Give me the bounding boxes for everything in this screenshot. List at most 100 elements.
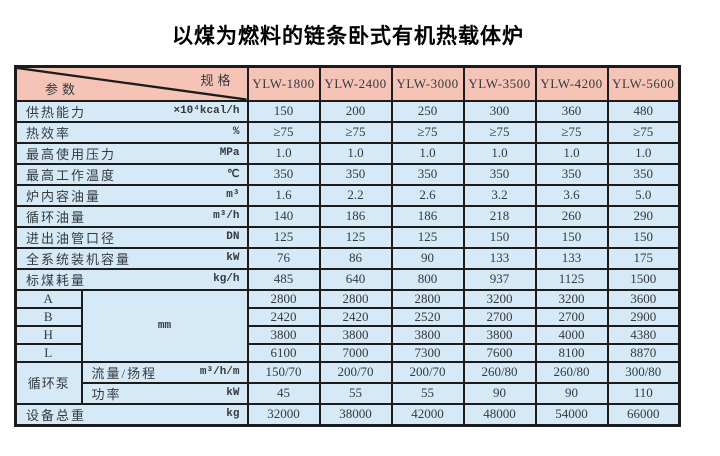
dim-label: H xyxy=(14,324,83,345)
cell-value: 260 xyxy=(534,204,609,228)
cell-value: 7300 xyxy=(390,342,465,363)
cell-value: 640 xyxy=(318,267,393,291)
row-unit: ×10⁴kcal/h xyxy=(173,105,240,117)
cell-value: 1.0 xyxy=(390,141,465,165)
cell-value: 150 xyxy=(246,99,321,123)
row-label-cell: 全系统装机容量 kW xyxy=(14,246,249,270)
cell-value: 8870 xyxy=(606,342,681,363)
cell-value: ≥75 xyxy=(606,120,681,144)
cell-value: 42000 xyxy=(390,402,465,426)
cell-value: 350 xyxy=(606,162,681,186)
cell-value: 90 xyxy=(390,246,465,270)
cell-value: 1.0 xyxy=(534,141,609,165)
row-unit: kW xyxy=(226,387,240,399)
cell-value: ≥75 xyxy=(318,120,393,144)
row-unit: DN xyxy=(226,231,240,243)
row-unit: kg/h xyxy=(213,273,240,285)
cell-value: 1.6 xyxy=(246,183,321,207)
table-row-thermal-efficiency: 热效率 % ≥75 ≥75 ≥75 ≥75 ≥75 ≥75 xyxy=(14,120,681,144)
page-title: 以煤为燃料的链条卧式有机热载体炉 xyxy=(172,25,524,48)
corner-cell: 规格 参数 xyxy=(14,65,249,102)
cell-value: 8100 xyxy=(534,342,609,363)
cell-value: 480 xyxy=(606,99,681,123)
cell-value: ≥75 xyxy=(462,120,537,144)
table-row-heating-capacity: 供热能力 ×10⁴kcal/h 150 200 250 300 360 480 xyxy=(14,99,681,123)
cell-value: 125 xyxy=(246,225,321,249)
dim-label: L xyxy=(14,342,83,363)
row-label-cell: 热效率 % xyxy=(14,120,249,144)
row-unit: m³ xyxy=(226,189,240,201)
cell-value: 55 xyxy=(318,381,393,405)
cell-value: 360 xyxy=(534,99,609,123)
cell-value: 186 xyxy=(318,204,393,228)
row-unit: m³/h/m xyxy=(199,366,240,378)
cell-value: 150 xyxy=(462,225,537,249)
row-label: 炉内容油量 xyxy=(26,188,102,204)
table-row-max-temperature: 最高工作温度 ℃ 350 350 350 350 350 350 xyxy=(14,162,681,186)
column-header: YLW-3000 xyxy=(390,65,465,102)
cell-value: 7600 xyxy=(462,342,537,363)
row-label-cell: 最高使用压力 MPa xyxy=(14,141,249,165)
cell-value: 3200 xyxy=(462,288,537,309)
table-row-pipe-diameter: 进出油管口径 DN 125 125 125 150 150 150 xyxy=(14,225,681,249)
cell-value: 1125 xyxy=(534,267,609,291)
row-label: 热效率 xyxy=(26,125,72,141)
row-label-cell: 流量/扬程 m³/h/m xyxy=(80,360,249,384)
cell-value: 125 xyxy=(390,225,465,249)
dim-label: B xyxy=(14,306,83,327)
row-label-cell: 炉内容油量 m³ xyxy=(14,183,249,207)
cell-value: 485 xyxy=(246,267,321,291)
cell-value: 260/80 xyxy=(534,360,609,384)
cell-value: 4380 xyxy=(606,324,681,345)
row-label-cell: 功率 kW xyxy=(80,381,249,405)
table-row-total-weight: 设备总重 kg 32000 38000 42000 48000 54000 66… xyxy=(14,402,681,426)
cell-value: 5.0 xyxy=(606,183,681,207)
row-unit: kW xyxy=(226,252,240,264)
row-label: 供热能力 xyxy=(26,104,87,120)
cell-value: 2420 xyxy=(318,306,393,327)
cell-value: 1500 xyxy=(606,267,681,291)
cell-value: 3800 xyxy=(246,324,321,345)
cell-value: 3800 xyxy=(318,324,393,345)
cell-value: 2800 xyxy=(246,288,321,309)
cell-value: 350 xyxy=(462,162,537,186)
row-unit: m³/h xyxy=(213,210,240,222)
cell-value: 133 xyxy=(534,246,609,270)
cell-value: 290 xyxy=(606,204,681,228)
table-row-oil-volume: 炉内容油量 m³ 1.6 2.2 2.6 3.2 3.6 5.0 xyxy=(14,183,681,207)
cell-value: 175 xyxy=(606,246,681,270)
cell-value: 48000 xyxy=(462,402,537,426)
cell-value: ≥75 xyxy=(246,120,321,144)
cell-value: 3800 xyxy=(462,324,537,345)
cell-value: 3200 xyxy=(534,288,609,309)
cell-value: 1.0 xyxy=(246,141,321,165)
cell-value: 350 xyxy=(534,162,609,186)
cell-value: 90 xyxy=(462,381,537,405)
cell-value: 66000 xyxy=(606,402,681,426)
cell-value: 2700 xyxy=(534,306,609,327)
row-unit: kg xyxy=(226,408,240,420)
cell-value: 2800 xyxy=(318,288,393,309)
cell-value: 218 xyxy=(462,204,537,228)
table-row-pump-power: 功率 kW 45 55 55 90 90 110 xyxy=(16,381,681,405)
column-header: YLW-1800 xyxy=(246,65,321,102)
table-row-max-pressure: 最高使用压力 MPa 1.0 1.0 1.0 1.0 1.0 1.0 xyxy=(14,141,681,165)
cell-value: 133 xyxy=(462,246,537,270)
table-row-circulating-oil: 循环油量 m³/h 140 186 186 218 260 290 xyxy=(14,204,681,228)
table-row-pump-flow: 循环泵 流量/扬程 m³/h/m 150/70 200/70 200/70 26… xyxy=(14,360,681,405)
cell-value: 150 xyxy=(534,225,609,249)
cell-value: 86 xyxy=(318,246,393,270)
cell-value: 937 xyxy=(462,267,537,291)
cell-value: 4000 xyxy=(534,324,609,345)
row-label: 最高使用压力 xyxy=(26,146,117,162)
table-row-dim-l: L 6100 7000 7300 7600 8100 8870 xyxy=(14,342,681,363)
cell-value: 150 xyxy=(606,225,681,249)
cell-value: 150/70 xyxy=(246,360,321,384)
cell-value: 90 xyxy=(534,381,609,405)
row-label: 最高工作温度 xyxy=(26,167,117,183)
row-label: 循环油量 xyxy=(26,209,87,225)
cell-value: 76 xyxy=(246,246,321,270)
row-label-cell: 进出油管口径 DN xyxy=(14,225,249,249)
cell-value: 200/70 xyxy=(318,360,393,384)
cell-value: 1.0 xyxy=(606,141,681,165)
